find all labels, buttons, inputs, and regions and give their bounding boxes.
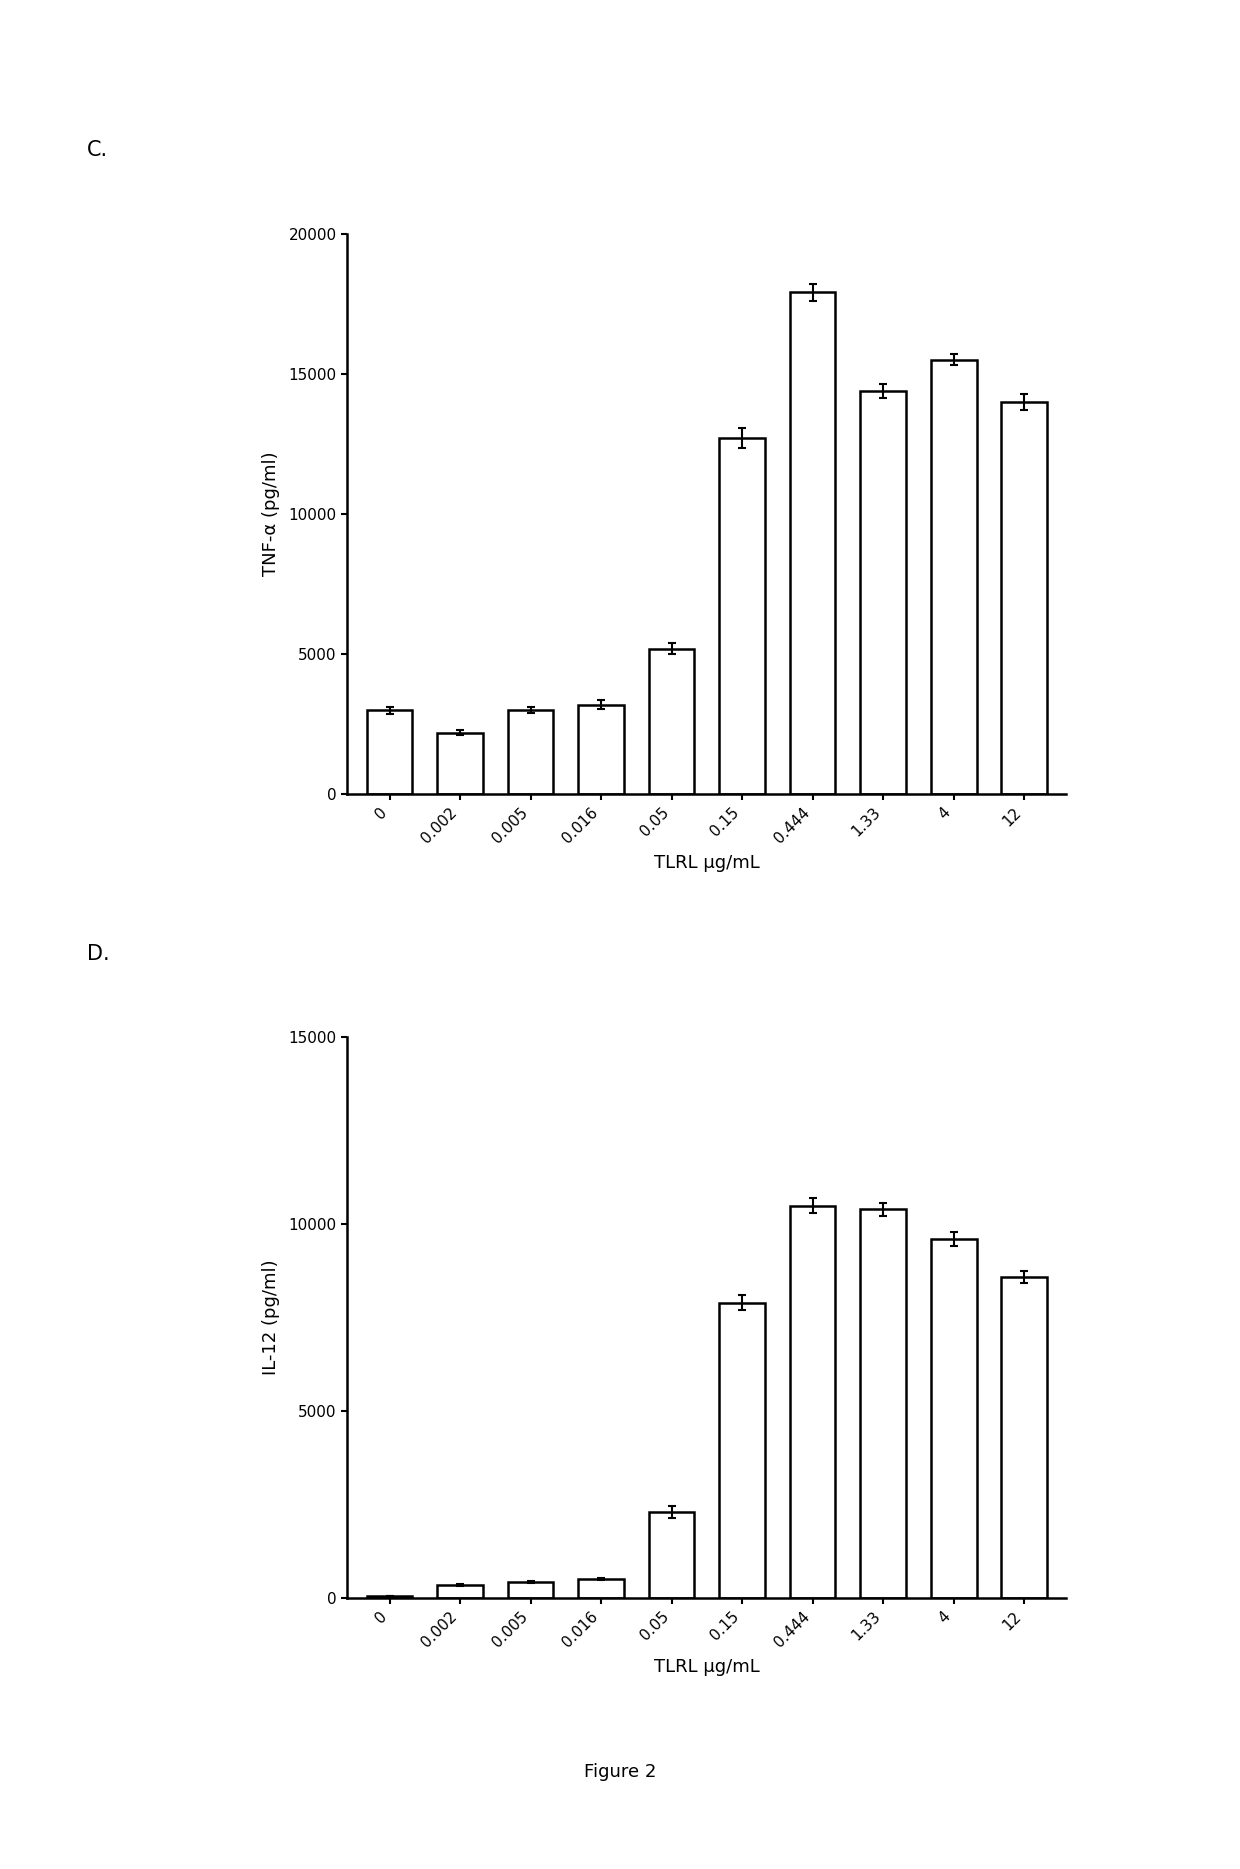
Bar	[507, 1581, 553, 1598]
Bar	[1001, 402, 1047, 794]
Bar	[719, 437, 765, 794]
Bar	[367, 1596, 413, 1598]
Y-axis label: IL-12 (pg/ml): IL-12 (pg/ml)	[263, 1260, 280, 1376]
Y-axis label: TNF-α (pg/ml): TNF-α (pg/ml)	[263, 452, 280, 576]
Bar	[719, 1303, 765, 1598]
Bar	[1001, 1277, 1047, 1598]
Bar	[507, 710, 553, 794]
Bar	[931, 359, 977, 794]
Bar	[578, 1579, 624, 1598]
X-axis label: TLRL μg/mL: TLRL μg/mL	[653, 1658, 760, 1676]
Bar	[790, 1206, 836, 1598]
Bar	[438, 1585, 482, 1598]
Text: Figure 2: Figure 2	[584, 1762, 656, 1781]
Bar	[861, 1209, 906, 1598]
Bar	[578, 705, 624, 794]
X-axis label: TLRL μg/mL: TLRL μg/mL	[653, 854, 760, 873]
Bar	[790, 292, 836, 794]
Text: D.: D.	[87, 944, 109, 964]
Bar	[438, 733, 482, 794]
Bar	[649, 649, 694, 794]
Bar	[931, 1239, 977, 1598]
Text: C.: C.	[87, 140, 108, 161]
Bar	[861, 391, 906, 794]
Bar	[649, 1512, 694, 1598]
Bar	[367, 710, 413, 794]
